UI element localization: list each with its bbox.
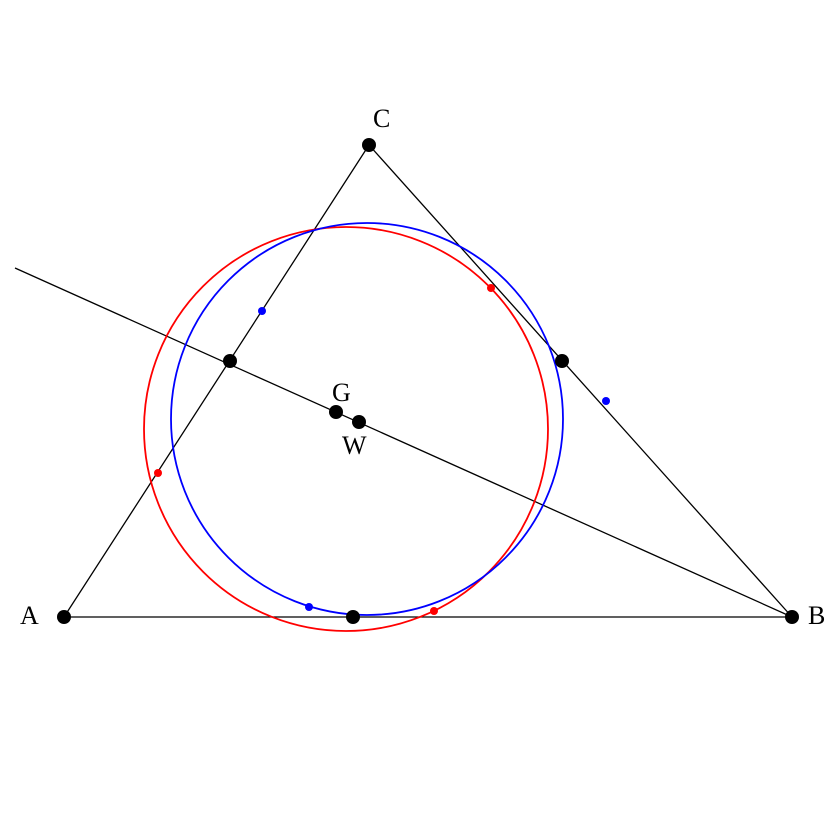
blue-circle (171, 223, 563, 615)
point-p-right-on-BC (555, 354, 569, 368)
label-W: W (342, 431, 367, 460)
point-G (329, 405, 343, 419)
label-C: C (373, 104, 390, 133)
side-BC (369, 145, 792, 617)
r-bottom (430, 607, 438, 615)
point-p-left-on-AC (223, 354, 237, 368)
b-top-left (258, 307, 266, 315)
point-W (352, 415, 366, 429)
point-C (362, 138, 376, 152)
label-A: A (20, 601, 39, 630)
b-bottom (305, 603, 313, 611)
r-left (154, 469, 162, 477)
point-A (57, 610, 71, 624)
r-top (487, 284, 495, 292)
label-B: B (808, 601, 825, 630)
b-right (602, 397, 610, 405)
point-p-bottom-on-AB (346, 610, 360, 624)
line-through-GW (15, 268, 792, 617)
point-B (785, 610, 799, 624)
side-AC (64, 145, 369, 617)
geometry-diagram: A B C GW (0, 0, 837, 837)
label-G: G (332, 378, 351, 407)
